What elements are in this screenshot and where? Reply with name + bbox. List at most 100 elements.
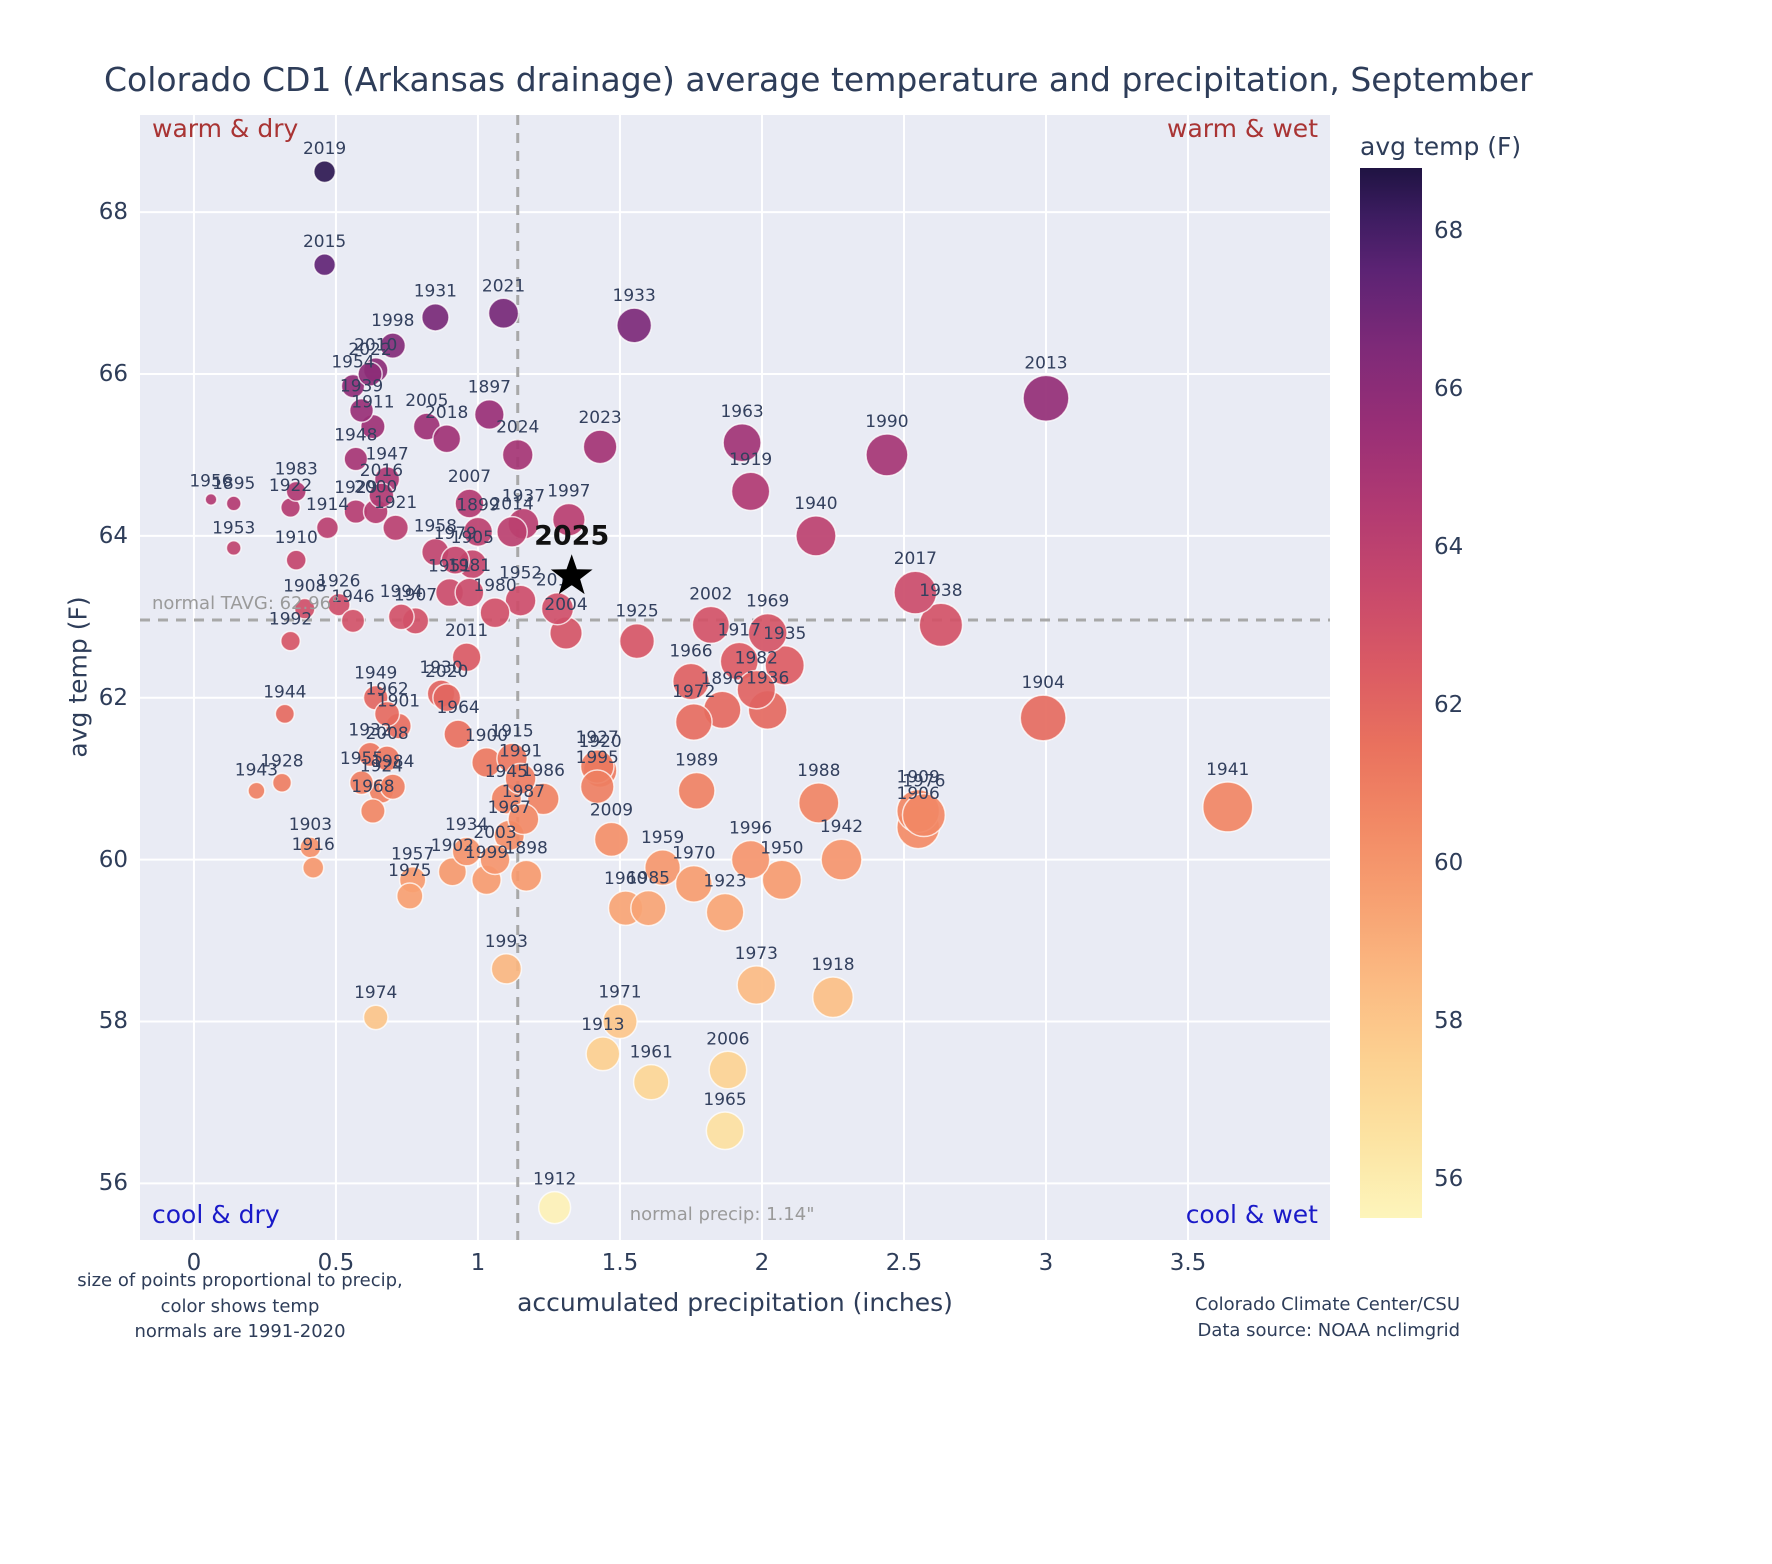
data-point-label: 2024 xyxy=(496,418,539,438)
quadrant-label-cool-wet: cool & wet xyxy=(1185,1200,1318,1229)
data-point xyxy=(313,253,337,277)
data-point xyxy=(705,892,745,932)
data-point xyxy=(432,683,462,713)
data-point-label: 1984 xyxy=(371,752,414,772)
quadrant-label-cool-dry: cool & dry xyxy=(152,1200,280,1229)
data-point xyxy=(280,630,301,652)
data-point-label: 2009 xyxy=(590,800,633,820)
data-point xyxy=(616,307,653,344)
data-point-label: 1981 xyxy=(448,556,491,576)
x-tick-label: 1 xyxy=(470,1250,486,1276)
data-point xyxy=(387,603,415,631)
data-point-label: 1907 xyxy=(394,586,437,606)
data-point-label: 1958 xyxy=(414,516,457,536)
colorbar-tick-label: 60 xyxy=(1434,849,1464,876)
data-point xyxy=(479,597,511,629)
data-point-label: 1980 xyxy=(473,576,516,596)
data-point xyxy=(893,570,938,615)
data-point-label: 1962 xyxy=(365,679,408,699)
data-point xyxy=(708,1050,748,1090)
data-point-label: 1951 xyxy=(428,557,471,577)
data-point xyxy=(602,1003,638,1040)
data-point-label: 2006 xyxy=(706,1029,749,1049)
data-point xyxy=(379,773,407,801)
data-point xyxy=(343,446,369,472)
data-point xyxy=(421,302,450,332)
data-point-label: 1922 xyxy=(269,476,312,496)
y-axis-title: avg temp (F) xyxy=(63,596,93,758)
data-point-label: 1973 xyxy=(735,944,778,964)
data-point xyxy=(820,838,863,881)
data-point-label: 1933 xyxy=(613,286,656,306)
data-point-label: 1949 xyxy=(354,664,397,684)
data-point-label: 1999 xyxy=(465,843,508,863)
data-point-label: 1938 xyxy=(919,581,962,601)
data-point-label: 1952 xyxy=(499,563,542,583)
data-point xyxy=(396,882,424,910)
data-point-label: 1902 xyxy=(431,836,474,856)
data-point-label: 2002 xyxy=(689,584,732,604)
data-point xyxy=(440,545,471,575)
data-point-label: 1909 xyxy=(897,768,940,788)
data-point xyxy=(585,1036,621,1072)
data-point xyxy=(373,745,401,772)
data-point-label: 2010 xyxy=(354,336,397,356)
data-point xyxy=(579,769,615,805)
colorbar-tick-label: 64 xyxy=(1434,533,1464,560)
normal-tavg-label: normal TAVG: 62.96° xyxy=(152,593,341,615)
data-point xyxy=(677,771,716,810)
data-point-label: 1961 xyxy=(630,1043,673,1063)
data-point-label: 1992 xyxy=(269,609,312,629)
data-point-label: 1941 xyxy=(1206,760,1249,780)
data-point-label: 2016 xyxy=(360,461,403,481)
highlight-year-label: 2025 xyxy=(534,520,609,551)
data-point-label: 1945 xyxy=(485,762,528,782)
data-point-label: 1974 xyxy=(354,983,397,1003)
data-point-label: 1960 xyxy=(604,869,647,889)
footnote-line: color shows temp xyxy=(160,1295,320,1317)
y-tick-label: 68 xyxy=(98,199,128,226)
data-point xyxy=(618,622,656,660)
data-point xyxy=(462,516,494,548)
data-point-label: 1932 xyxy=(348,720,391,740)
data-point xyxy=(454,577,485,608)
colorbar-tick-label: 62 xyxy=(1434,691,1464,718)
data-point-label: 1918 xyxy=(811,955,854,975)
colorbar-tick-label: 68 xyxy=(1434,218,1464,245)
data-point xyxy=(340,373,366,399)
data-point xyxy=(473,398,505,430)
data-point-label: 1925 xyxy=(615,602,658,622)
data-point-label: 1944 xyxy=(263,682,306,702)
data-point-label: 1916 xyxy=(292,835,335,855)
data-point xyxy=(451,836,482,867)
x-tick-label: 0.5 xyxy=(317,1250,355,1276)
data-point xyxy=(204,492,218,507)
data-point xyxy=(1022,374,1070,422)
colorbar-title: avg temp (F) xyxy=(1360,132,1522,161)
x-tick-label: 2 xyxy=(754,1250,770,1276)
data-point-label: 1998 xyxy=(371,311,414,331)
data-point xyxy=(630,889,667,927)
data-point-label: 1911 xyxy=(351,392,394,412)
data-point-label: 1917 xyxy=(718,620,761,640)
data-point xyxy=(443,719,473,749)
data-point xyxy=(285,549,307,571)
data-point-label: 1957 xyxy=(391,845,434,865)
data-point-label: 2021 xyxy=(482,276,525,296)
data-point-label: 1985 xyxy=(627,869,670,889)
data-point xyxy=(537,1190,572,1225)
data-point-label: 1895 xyxy=(212,474,255,494)
data-point-label: 1937 xyxy=(502,486,545,506)
data-point xyxy=(761,859,803,901)
data-point xyxy=(315,516,340,540)
data-point-label: 1946 xyxy=(331,587,374,607)
y-tick-label: 64 xyxy=(98,522,128,549)
data-point-label: 1912 xyxy=(533,1170,576,1190)
data-point-label: 1968 xyxy=(351,777,394,797)
data-point xyxy=(501,438,534,471)
footnote-line: normals are 1991-2020 xyxy=(134,1321,346,1343)
data-point xyxy=(1202,781,1254,833)
data-point-label: 1964 xyxy=(436,698,479,718)
data-point xyxy=(437,857,468,887)
